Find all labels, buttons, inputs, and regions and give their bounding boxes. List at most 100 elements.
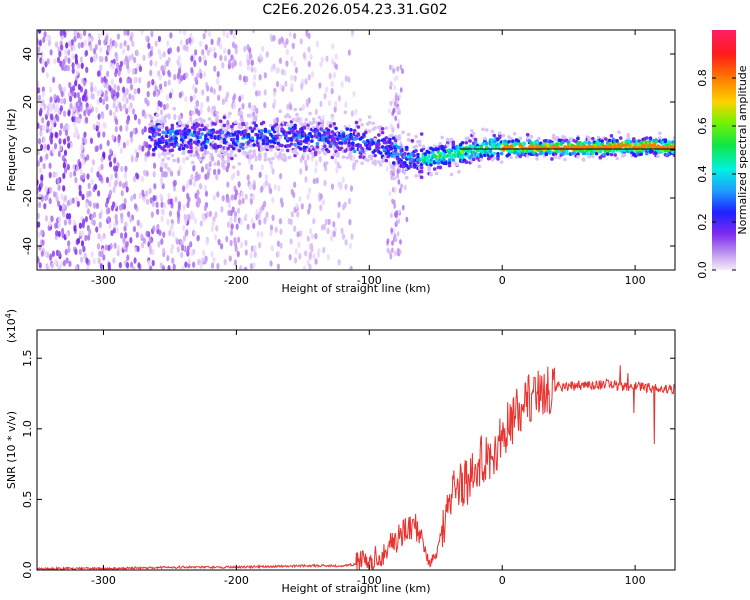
heatmap-cell (182, 204, 186, 211)
heatmap-cell (142, 237, 147, 244)
heatmap-cell (122, 182, 126, 189)
heatmap-cell (231, 41, 236, 48)
heatmap-cell (414, 134, 418, 139)
heatmap-cell (272, 34, 276, 42)
heatmap-cell (56, 177, 60, 184)
heatmap-cell (396, 247, 400, 254)
heatmap-cell (80, 41, 84, 49)
heatmap-cell (391, 167, 396, 171)
heatmap-cell (215, 173, 219, 181)
heatmap-cell (403, 184, 407, 191)
heatmap-cell (273, 98, 277, 105)
heatmap-cell (279, 172, 283, 180)
heatmap-cell (192, 130, 197, 134)
heatmap-cell (74, 176, 78, 184)
heatmap-cell (178, 91, 182, 99)
heatmap-cell (445, 143, 450, 148)
heatmap-cell (384, 136, 389, 140)
heatmap-cell (97, 39, 102, 46)
heatmap-cell (324, 161, 329, 165)
heatmap-cell (115, 62, 120, 69)
heatmap-cell (69, 198, 73, 206)
heatmap-cell (130, 31, 134, 39)
heatmap-cell (246, 174, 250, 181)
heatmap-cell (112, 227, 117, 234)
bottom-x-tick-label: -300 (91, 574, 116, 587)
heatmap-cell (380, 159, 385, 163)
heatmap-cell (323, 179, 327, 187)
top-x-tick-label: 100 (625, 274, 646, 287)
heatmap-cell (315, 141, 320, 146)
heatmap-cell (205, 123, 210, 128)
heatmap-cell (39, 156, 43, 163)
heatmap-cell (75, 116, 79, 124)
heatmap-cell (622, 153, 627, 157)
heatmap-cell (93, 85, 98, 93)
heatmap-cell (326, 254, 330, 261)
heatmap-cell (348, 242, 353, 250)
heatmap-cell (373, 137, 377, 142)
heatmap-cell (91, 93, 95, 100)
heatmap-cell (373, 162, 377, 166)
heatmap-cell (214, 211, 218, 218)
heatmap-cell (596, 135, 601, 140)
heatmap-cell (92, 258, 96, 265)
heatmap-cell (157, 241, 161, 248)
heatmap-cell (135, 151, 140, 159)
heatmap-cell (122, 86, 126, 93)
colorbar-tick-label: 0.0 (696, 261, 709, 279)
heatmap-cell (251, 30, 256, 34)
heatmap-cell (162, 103, 167, 111)
heatmap-cell (401, 204, 405, 211)
heatmap-cell (108, 189, 113, 196)
heatmap-cell (156, 90, 160, 98)
heatmap-cell (352, 128, 357, 133)
heatmap-cell (166, 151, 171, 156)
heatmap-cell (196, 139, 201, 144)
heatmap-cell (139, 222, 143, 229)
heatmap-cell (318, 82, 322, 89)
heatmap-cell (137, 262, 141, 269)
heatmap-noise-layer (37, 30, 409, 270)
heatmap-cell (109, 38, 113, 45)
heatmap-cell (537, 136, 541, 141)
heatmap-cell (447, 161, 452, 165)
heatmap-cell (226, 221, 231, 228)
heatmap-cell (274, 122, 279, 127)
heatmap-cell (563, 157, 567, 162)
heatmap-cell (95, 226, 99, 233)
heatmap-cell (49, 96, 53, 103)
heatmap-cell (136, 63, 140, 70)
heatmap-cell (46, 109, 50, 116)
heatmap-cell (390, 212, 393, 219)
heatmap-cell (125, 124, 129, 132)
heatmap-cell (270, 156, 275, 161)
heatmap-cell (95, 125, 99, 132)
heatmap-cell (156, 223, 160, 231)
heatmap-cell (217, 94, 221, 101)
heatmap-cell (427, 154, 431, 159)
heatmap-cell (218, 119, 223, 124)
heatmap-cell (141, 145, 145, 152)
heatmap-cell (86, 208, 90, 215)
heatmap-cell (159, 109, 164, 116)
heatmap-cell (298, 140, 303, 144)
heatmap-cell (248, 149, 253, 154)
heatmap-cell (195, 171, 199, 178)
heatmap-cell (438, 165, 443, 170)
heatmap-cell (159, 165, 163, 173)
heatmap-cell (260, 164, 264, 171)
heatmap-cell (496, 157, 500, 161)
heatmap-cell (516, 138, 521, 143)
heatmap-cell (216, 191, 220, 198)
heatmap-cell (276, 240, 281, 247)
heatmap-cell (162, 51, 166, 58)
heatmap-cell (258, 53, 263, 60)
heatmap-cell (298, 253, 302, 260)
heatmap-cell (663, 139, 668, 144)
heatmap-cell (160, 201, 164, 208)
heatmap-cell (162, 231, 166, 238)
heatmap-cell (344, 75, 348, 82)
heatmap-cell (99, 46, 103, 54)
heatmap-cell (248, 102, 252, 109)
